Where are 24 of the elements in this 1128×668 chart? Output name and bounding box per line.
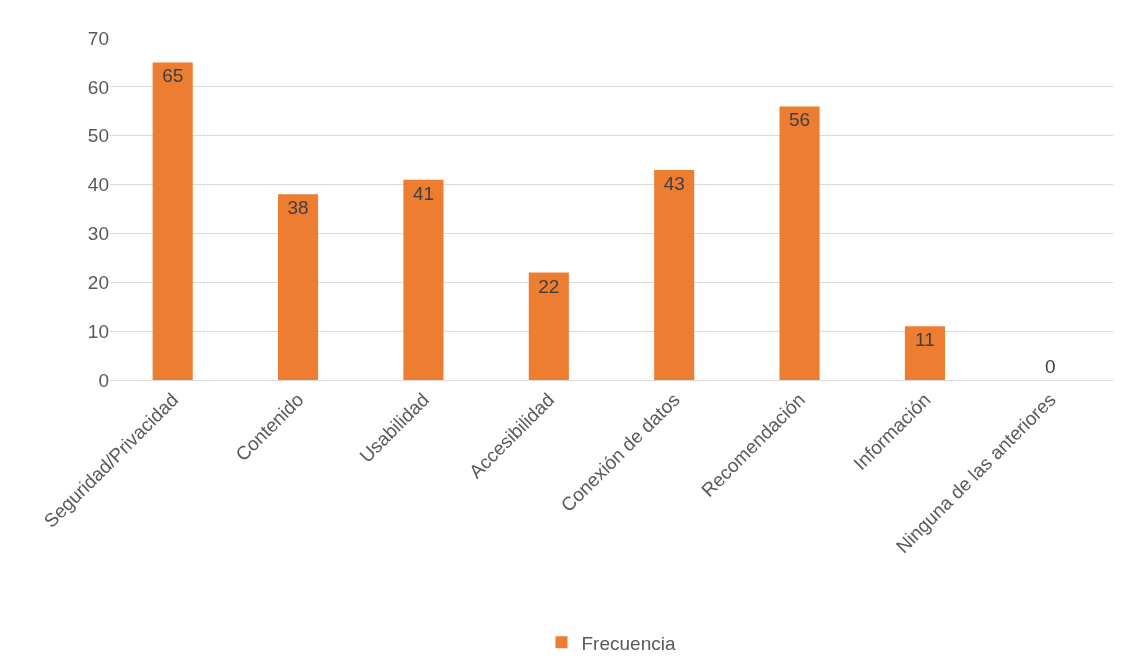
y-tick-label: 40 <box>87 174 109 196</box>
data-label: 56 <box>788 109 811 131</box>
bar <box>528 272 569 380</box>
bar <box>278 194 319 380</box>
y-tick-label: 10 <box>87 320 109 342</box>
legend-label: Frecuencia <box>581 632 676 654</box>
data-label: 0 <box>1045 356 1056 377</box>
data-label: 65 <box>162 65 184 87</box>
data-label: 22 <box>538 275 560 297</box>
y-tick-label: 0 <box>98 369 109 391</box>
y-tick-label: 70 <box>87 27 109 49</box>
y-tick-label: 30 <box>87 223 109 245</box>
data-label: 41 <box>412 182 435 204</box>
y-tick-label: 50 <box>87 125 109 147</box>
data-label: 43 <box>663 172 685 194</box>
bar <box>654 169 695 380</box>
data-label: 11 <box>915 329 935 351</box>
y-tick-label: 20 <box>87 271 109 293</box>
y-tick-label: 60 <box>87 76 109 98</box>
bar <box>403 179 444 380</box>
bar <box>779 106 820 380</box>
bar <box>904 326 945 380</box>
data-label: 38 <box>287 197 309 219</box>
bar <box>152 62 193 380</box>
